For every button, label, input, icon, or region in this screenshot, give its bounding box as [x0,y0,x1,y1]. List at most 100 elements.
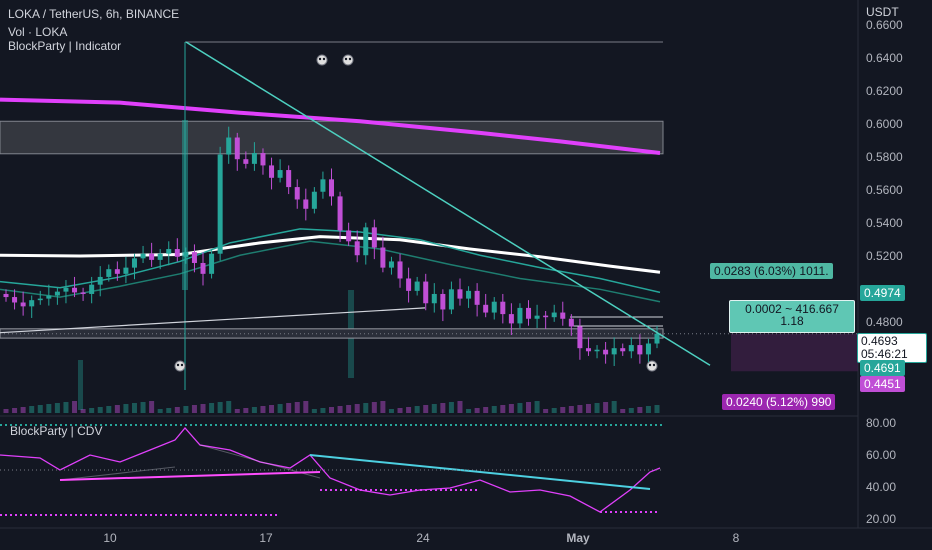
bar-countdown: 05:46:21 [861,347,908,361]
volume-bar [29,406,35,413]
candles [3,42,660,390]
volume-bar [234,409,240,413]
volume-bar [80,409,86,413]
volume-bar [106,406,112,413]
volume-bar [517,403,523,413]
volume-bar [406,407,412,413]
skull-eye-icon [318,57,322,61]
candle-body [431,293,437,304]
volume-bar [131,403,137,413]
volume-bar [611,401,617,413]
candle-body [577,326,583,349]
axes: 0.6600 0.6400 0.6200 0.6000 0.5800 0.5600 0.54… [103,18,903,545]
time-tick-label: May [566,531,590,545]
candle-body [97,276,103,285]
volume-bar [303,401,309,413]
candle-body [217,154,223,254]
skull-eye-icon [348,57,352,61]
candle-body [277,170,283,178]
volume-spike [78,360,83,410]
candle-body [166,249,172,254]
volume-bar [157,409,163,413]
volume-bars [3,290,660,413]
volume-bar [491,406,497,413]
candle-body [654,333,660,344]
candle-body [611,348,617,355]
price-tick-label: 0.5800 [866,150,903,164]
cdv-shadow [59,444,321,481]
candle-body [371,227,377,248]
candle-body [89,284,95,294]
candle-body [620,348,626,352]
resistance-zone [0,120,664,155]
price-tick-label: 0.5600 [866,183,903,197]
volume-bar [483,407,489,413]
bands [0,97,661,303]
candle-body [106,269,112,277]
candle-body [320,179,326,192]
cdv-support-trend [59,471,321,481]
time-tick-label: 24 [416,531,430,545]
candle-body [294,187,300,200]
candle-body [46,295,52,299]
middle-band [0,235,661,274]
measure-mid-ratio: 1.18 [780,314,804,328]
skull-eye-icon [344,57,348,61]
candle-body [388,261,394,268]
candle-body [140,253,146,259]
candle-body [637,345,643,355]
volume-bar [628,408,634,413]
candle-body [414,281,420,291]
candle-body [209,253,215,274]
volume-bar [543,409,549,413]
candle-body [466,290,472,299]
cdv-tick-label: 40.00 [866,480,896,494]
candle-body [251,153,257,164]
candle-body [517,307,523,324]
candle-body [568,318,574,327]
volume-bar [286,403,292,413]
candle-body [526,307,532,319]
volume-bar [191,405,197,413]
spike-body [182,120,188,290]
candle-body [585,348,591,352]
skull-icon [646,360,658,372]
time-tick-label: 8 [733,531,740,545]
measure-shade [731,333,858,372]
volume-bar [251,407,257,413]
volume-bar [568,406,574,413]
icons [174,54,658,372]
price-tick-label: 0.6600 [866,18,903,32]
candle-body [286,170,292,188]
volume-bar [294,402,300,413]
volume-bar [380,401,386,413]
candle-body [483,304,489,313]
symbol-title: LOKA / TetherUS, 6h, BINANCE [8,7,180,21]
volume-bar [320,408,326,413]
candle-body [149,253,155,260]
time-tick-label: 17 [259,531,273,545]
candle-body [406,278,412,291]
candle-body [260,153,266,166]
volume-bar [620,409,626,413]
volume-bar [388,409,394,413]
volume-bar [354,404,360,413]
price-tag-4451: 0.4451 [860,376,905,392]
candle-body [645,343,651,355]
candle-body [12,297,18,303]
volume-bar [97,407,103,413]
candle-body [354,241,360,256]
candle-body [63,287,69,292]
candle-body [303,199,309,209]
currency-label: USDT [866,5,899,19]
candle-body [603,349,609,355]
candle-body [114,269,120,274]
volume-bar [140,402,146,413]
volume-bar [594,403,600,413]
volume-bar [474,408,480,413]
candle-body [594,349,600,352]
volume-bar [508,404,514,413]
volume-bar [603,402,609,413]
volume-bar [217,402,223,413]
